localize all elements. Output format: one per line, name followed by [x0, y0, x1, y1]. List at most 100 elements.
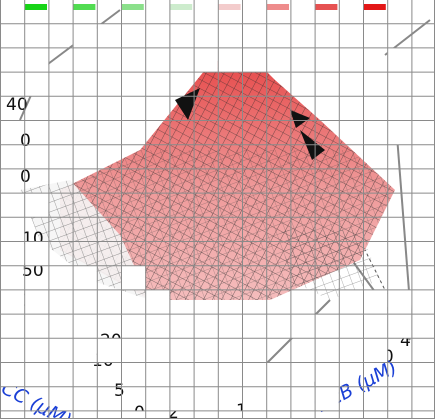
blank-tile — [314, 338, 339, 363]
blank-tile — [411, 144, 435, 169]
blank-tile — [363, 23, 388, 48]
blank-tile — [242, 362, 267, 387]
blank-tile — [217, 362, 242, 387]
blank-tile — [387, 289, 412, 315]
blank-tile — [338, 23, 363, 48]
blank-tile — [411, 386, 435, 411]
blank-tile — [0, 338, 25, 363]
blank-tile — [169, 386, 194, 411]
colorbar-swatch — [25, 4, 47, 10]
blank-tile — [72, 23, 97, 48]
blank-tile — [193, 386, 218, 411]
blank-tile — [169, 47, 194, 73]
blank-tile — [363, 314, 388, 339]
blank-tile — [387, 314, 412, 339]
blank-tile — [24, 193, 49, 218]
colorbar-swatch — [73, 4, 96, 10]
blank-tile — [411, 338, 435, 363]
blank-tile — [193, 23, 218, 48]
blank-tile — [0, 362, 25, 387]
blank-tile — [48, 314, 73, 339]
blank-tile — [121, 265, 146, 290]
blank-tile — [145, 289, 170, 315]
blank-tile — [0, 241, 25, 266]
blank-tile — [0, 289, 25, 315]
blank-tile — [411, 72, 435, 97]
blank-tile — [387, 72, 412, 97]
blank-tile — [411, 314, 435, 339]
blank-tile — [290, 23, 315, 48]
blank-tile — [242, 386, 267, 411]
blank-tile — [96, 47, 121, 73]
blank-tile — [411, 47, 435, 73]
blank-tile — [72, 72, 97, 97]
blank-tile — [290, 314, 315, 339]
blank-tile — [24, 72, 49, 97]
blank-tile — [0, 72, 25, 97]
blank-tile — [387, 120, 412, 145]
blank-tile — [0, 193, 25, 218]
colorbar-swatch — [363, 4, 386, 10]
blank-tile — [193, 47, 218, 73]
blank-tile — [387, 47, 412, 73]
blank-tile — [193, 410, 218, 419]
blank-tile — [242, 23, 267, 48]
blank-tile — [0, 217, 25, 242]
blank-tile — [314, 386, 339, 411]
blank-tile — [217, 23, 242, 48]
lower-mesh — [20, 180, 380, 300]
blank-tile — [0, 47, 25, 73]
z-tick-0: 0 — [20, 167, 31, 187]
blank-tile — [266, 47, 291, 73]
blank-tile — [24, 314, 49, 339]
blank-tile — [411, 410, 435, 419]
blank-tile — [0, 314, 25, 339]
colorbar-swatch — [267, 4, 289, 10]
blank-tile — [72, 47, 97, 73]
blank-tile — [338, 410, 363, 419]
blank-tile — [363, 289, 388, 315]
blank-tile — [290, 386, 315, 411]
colorbar-swatch — [315, 4, 338, 10]
r-tick-1: 1 — [236, 401, 247, 419]
blank-tile — [217, 410, 242, 419]
blank-tile — [363, 410, 388, 419]
blank-tile — [387, 386, 412, 411]
blank-tile — [217, 47, 242, 73]
colorbar-swatch — [218, 4, 241, 10]
blank-tile — [242, 47, 267, 73]
blank-tile — [24, 241, 49, 266]
blank-tile — [314, 23, 339, 48]
blank-tile — [266, 23, 291, 48]
blank-tile — [387, 96, 412, 121]
blank-tile — [24, 289, 49, 315]
blank-tile — [338, 289, 363, 315]
blank-tile — [363, 338, 388, 363]
blank-tile — [72, 265, 97, 290]
blank-tile — [363, 96, 388, 121]
blank-tile — [387, 410, 412, 419]
blank-tile — [145, 47, 170, 73]
blank-tile — [24, 47, 49, 73]
r-tick-4: 4 — [400, 331, 411, 351]
colorbar — [25, 4, 386, 10]
x-tick-5: 5 — [114, 381, 125, 401]
blank-tile — [169, 23, 194, 48]
blank-tile — [266, 362, 291, 387]
blank-tile — [266, 410, 291, 419]
missing-tiles — [0, 23, 435, 419]
blank-tile — [242, 410, 267, 419]
blank-tile — [72, 338, 97, 363]
blank-tile — [96, 72, 121, 97]
blank-tile — [48, 362, 73, 387]
colorbar-swatch — [121, 4, 144, 10]
blank-tile — [145, 410, 170, 419]
blank-tile — [411, 96, 435, 121]
blank-tile — [145, 386, 170, 411]
blank-tile — [290, 362, 315, 387]
blank-tile — [121, 23, 146, 48]
blank-tile — [338, 338, 363, 363]
